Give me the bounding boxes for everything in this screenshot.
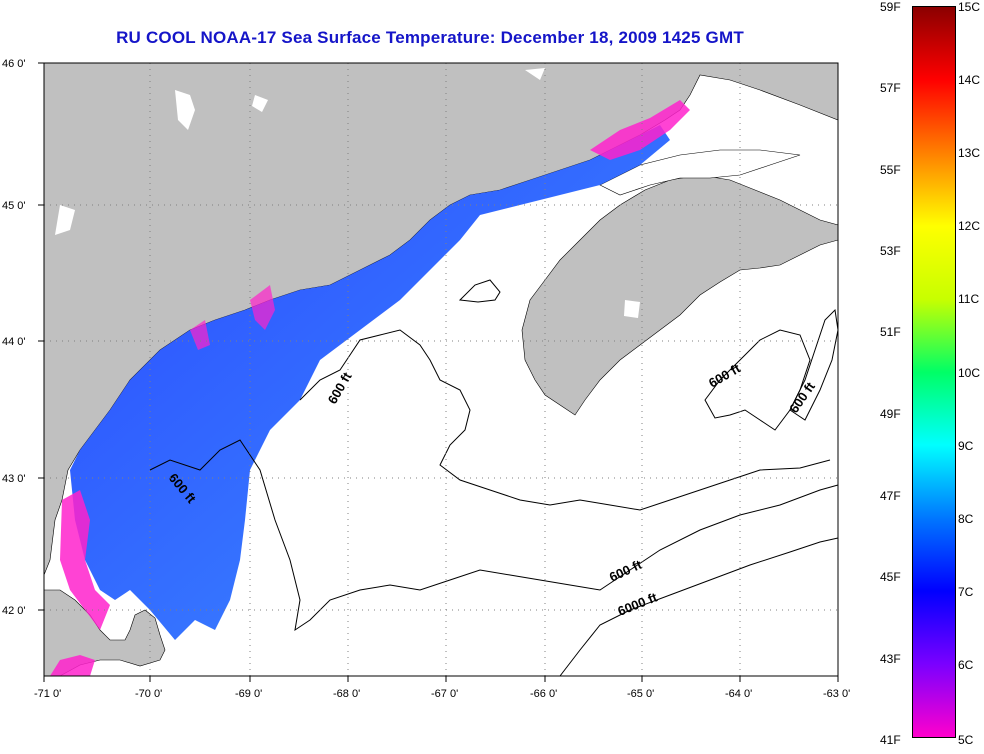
colorbar-c-label: 13C — [958, 146, 981, 160]
colorbar-c-label: 11C — [958, 292, 980, 306]
land-nova-scotia — [521, 174, 839, 416]
temperature-colorbar — [912, 6, 956, 738]
colorbar-c-label: 5C — [958, 733, 974, 747]
lake — [55, 205, 75, 235]
sst-cold-cape — [50, 655, 95, 676]
colorbar-f-label: 51F — [880, 325, 901, 339]
lat-tick-label: 42 0' — [2, 605, 26, 617]
contour-6000ft — [559, 537, 839, 677]
sst-field — [70, 125, 670, 640]
lake — [624, 300, 640, 318]
map-title: RU COOL NOAA-17 Sea Surface Temperature:… — [116, 28, 744, 47]
sst-cold-fundy — [590, 100, 690, 160]
colorbar-c-label: 7C — [958, 585, 974, 599]
lon-tick-label: -63 0' — [823, 688, 850, 700]
colorbar-c-label: 12C — [958, 219, 981, 233]
lat-tick-label: 43 0' — [2, 473, 26, 485]
sst-cold-maine-2 — [190, 320, 210, 350]
colorbar-c-label: 15C — [958, 0, 981, 14]
colorbar-f-label: 45F — [880, 570, 901, 584]
sst-cold-coast — [60, 490, 110, 630]
lon-tick-label: -64 0' — [725, 688, 752, 700]
lon-tick-label: -68 0' — [333, 688, 360, 700]
sst-cold-maine — [250, 285, 275, 330]
bay-of-fundy-arm — [599, 149, 801, 196]
gridlines — [44, 63, 838, 676]
colorbar-f-label: 59F — [880, 0, 901, 14]
contour-basin — [458, 279, 501, 303]
colorbar-f-label: 41F — [880, 733, 901, 747]
colorbar-f-label: 43F — [880, 652, 901, 666]
map-frame — [43, 62, 839, 677]
colorbar-f-label: 55F — [880, 163, 901, 177]
lake — [175, 90, 195, 130]
lat-tick-label: 45 0' — [2, 200, 26, 212]
colorbar-c-label: 6C — [958, 658, 974, 672]
lon-tick-label: -71 0' — [34, 688, 61, 700]
lake — [525, 68, 545, 80]
axis-ticks — [38, 62, 839, 682]
colorbar-c-label: 14C — [958, 73, 981, 87]
lon-tick-label: -70 0' — [135, 688, 162, 700]
lon-tick-label: -66 0' — [530, 688, 557, 700]
colorbar-c-label: 8C — [958, 512, 974, 526]
lon-tick-label: -69 0' — [235, 688, 262, 700]
lat-tick-label: 46 0' — [2, 58, 26, 70]
colorbar-f-label: 57F — [880, 81, 901, 95]
lake — [252, 95, 268, 112]
colorbar-f-label: 49F — [880, 407, 901, 421]
colorbar-c-label: 10C — [958, 366, 981, 380]
lon-tick-label: -65 0' — [627, 688, 654, 700]
colorbar-c-label: 9C — [958, 439, 974, 453]
colorbar-f-label: 53F — [880, 244, 901, 258]
colorbar-f-label: 47F — [880, 489, 901, 503]
contour-600ft-ns-2 — [789, 308, 839, 421]
lat-tick-label: 44 0' — [2, 336, 26, 348]
lon-tick-label: -67 0' — [431, 688, 458, 700]
contour-600ft — [149, 439, 839, 632]
contour-600ft — [299, 329, 831, 511]
